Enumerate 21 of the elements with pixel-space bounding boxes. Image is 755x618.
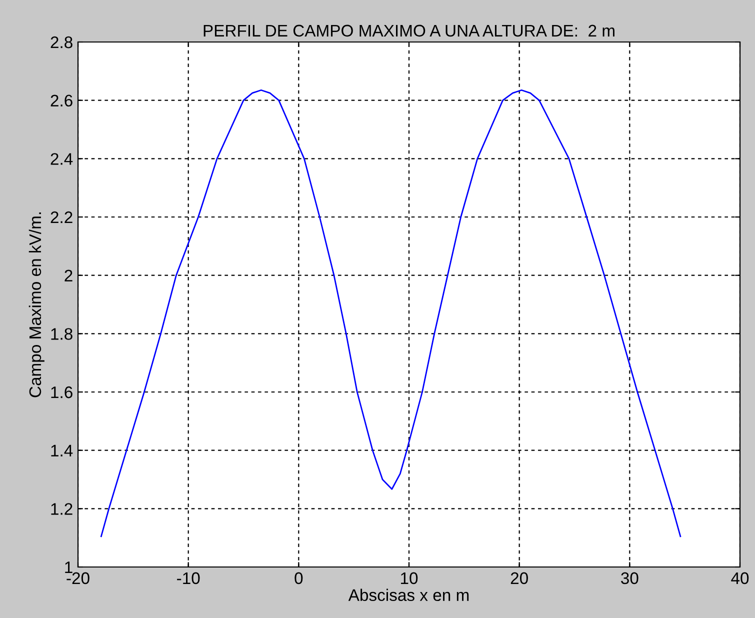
- y-tick-label: 1.4: [51, 444, 73, 456]
- y-tick-label: 1: [65, 562, 72, 574]
- x-axis-title: Abscisas x en m: [348, 588, 469, 602]
- x-tick-label: 40: [731, 572, 749, 584]
- x-tick-label: 30: [621, 572, 638, 584]
- y-tick-label: 2.2: [50, 211, 72, 224]
- y-tick-label: 2.8: [50, 36, 72, 48]
- y-tick-label: 1.2: [51, 503, 72, 515]
- y-tick-label: 2.6: [50, 94, 72, 107]
- x-tick-label: 10: [401, 572, 418, 584]
- y-tick-label: 2.4: [50, 153, 73, 165]
- y-tick-label: 2: [64, 270, 72, 282]
- x-tick-label: -10: [177, 572, 200, 584]
- x-tick-label: -20: [66, 572, 90, 584]
- y-tick-label: 1.6: [51, 386, 72, 398]
- x-tick-label: 0: [294, 572, 303, 584]
- y-axis-title: Campo Maximo en kV/m.: [28, 212, 44, 398]
- y-tick-label: 1.8: [51, 328, 72, 340]
- chart-title: PERFIL DE CAMPO MAXIMO A UNA ALTURA DE: 2 m: [204, 24, 614, 37]
- line-series: [100, 89, 682, 538]
- x-tick-label: 20: [510, 572, 528, 584]
